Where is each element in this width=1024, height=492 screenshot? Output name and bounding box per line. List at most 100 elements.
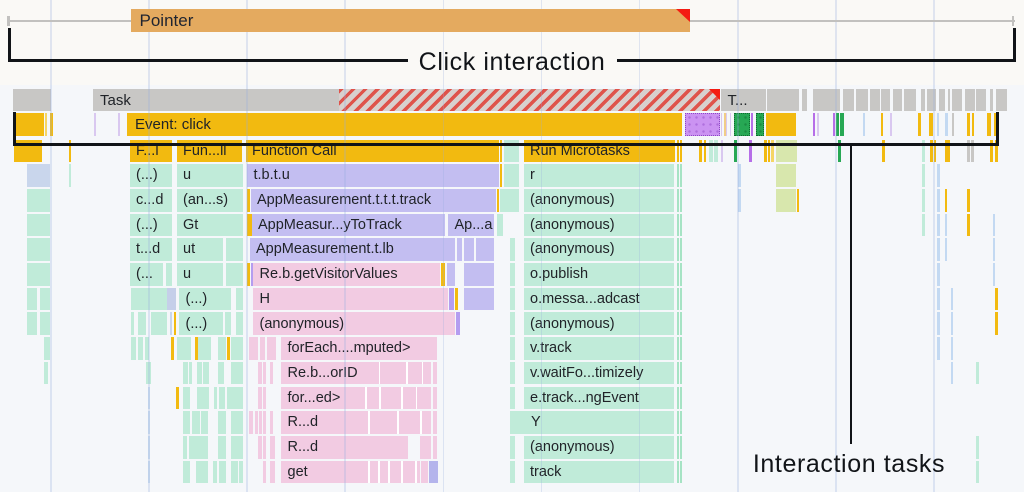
flame-bar[interactable] <box>937 337 940 360</box>
flame-bar[interactable] <box>976 435 979 459</box>
flame-bar[interactable] <box>189 361 192 385</box>
flame-bar[interactable] <box>130 337 136 360</box>
flame-bar[interactable] <box>227 337 230 360</box>
task-long-task-candystripe[interactable] <box>338 88 720 111</box>
flame-bar[interactable] <box>176 386 179 410</box>
flame-bar[interactable] <box>378 460 380 484</box>
flame-bar-v-track[interactable]: v.track <box>523 337 674 360</box>
flame-bar[interactable] <box>433 386 437 410</box>
flame-bar[interactable] <box>27 213 50 237</box>
flame-bar[interactable] <box>44 337 50 360</box>
event-fragment[interactable] <box>816 113 819 136</box>
flame-bar[interactable] <box>415 460 417 484</box>
flame-bar[interactable] <box>194 337 198 360</box>
flame-bar[interactable] <box>992 213 995 237</box>
flame-bar--[interactable]: (... <box>129 263 163 286</box>
flame-bar[interactable] <box>183 386 190 410</box>
flame-bar[interactable] <box>994 312 998 336</box>
flame-bar[interactable] <box>138 312 146 336</box>
flame-bar-t-b-t-u[interactable]: t.b.t.u <box>247 164 499 187</box>
flame-bar[interactable] <box>406 361 408 385</box>
flame-bar[interactable] <box>269 361 273 385</box>
flame-bar-r-d[interactable]: R...d <box>281 411 431 434</box>
event-fragment[interactable] <box>766 113 796 136</box>
flame-bar[interactable] <box>231 361 243 385</box>
flame-bar[interactable] <box>499 139 502 163</box>
event-fragment[interactable] <box>967 113 970 136</box>
flame-bar[interactable] <box>738 188 741 212</box>
flame-bar[interactable] <box>270 411 273 434</box>
flame-bar-r-d[interactable]: R...d <box>281 435 408 459</box>
flame-bar[interactable] <box>976 460 979 484</box>
flame-bar[interactable] <box>269 460 275 484</box>
event-fragment[interactable] <box>50 113 53 136</box>
flame-bar[interactable] <box>213 386 217 410</box>
flame-bar[interactable] <box>379 386 381 410</box>
flame-bar[interactable] <box>937 188 940 212</box>
flame-bar[interactable] <box>679 238 682 261</box>
flame-bar[interactable] <box>219 386 225 410</box>
flame-bar[interactable] <box>249 411 253 434</box>
flame-bar[interactable] <box>131 287 167 311</box>
flame-bar[interactable] <box>679 435 682 459</box>
flame-bar-gt[interactable]: Gt <box>176 213 243 237</box>
flame-bar[interactable] <box>397 411 399 434</box>
event-fragment[interactable] <box>928 113 933 136</box>
flame-bar[interactable] <box>720 139 723 163</box>
flame-bar-get[interactable]: get <box>281 460 420 484</box>
flame-bar[interactable] <box>771 139 774 163</box>
flame-bar[interactable] <box>27 312 37 336</box>
flame-bar[interactable] <box>368 411 370 434</box>
flame-bar[interactable] <box>44 361 48 385</box>
flame-bar[interactable] <box>258 435 262 459</box>
flame-bar[interactable] <box>213 460 217 484</box>
flame-bar[interactable] <box>966 213 970 237</box>
event-fragment[interactable] <box>836 113 839 136</box>
task-fragment[interactable] <box>767 88 799 111</box>
flame-bar-appmeasurement-t-lb[interactable]: AppMeasurement.t.lb <box>249 238 455 261</box>
flame-bar[interactable] <box>922 164 925 187</box>
pointer-interaction-bar[interactable]: Pointer <box>130 9 690 32</box>
flame-bar[interactable] <box>166 263 172 286</box>
flame-bar[interactable] <box>147 460 150 484</box>
flame-bar--[interactable]: (...) <box>129 213 172 237</box>
flame-bar[interactable] <box>201 411 208 434</box>
flame-bar[interactable] <box>937 164 940 187</box>
flame-bar[interactable] <box>27 188 50 212</box>
flame-bar[interactable] <box>218 411 226 434</box>
flame-bar-re-b-orid[interactable]: Re.b...orID <box>281 361 431 385</box>
flame-bar[interactable] <box>510 386 515 410</box>
flame-bar[interactable] <box>433 411 437 434</box>
event-fragment[interactable] <box>721 113 723 136</box>
flame-bar[interactable] <box>776 188 796 212</box>
flame-bar[interactable] <box>255 411 258 434</box>
flame-bar[interactable] <box>676 238 679 261</box>
flame-bar[interactable] <box>937 287 940 311</box>
flame-bar[interactable] <box>699 139 702 163</box>
event-fragment[interactable] <box>918 113 921 136</box>
flame-bar[interactable] <box>247 188 250 212</box>
flame-bar[interactable] <box>218 337 226 360</box>
flame-bar[interactable] <box>510 238 515 261</box>
event-fragment[interactable] <box>972 113 974 136</box>
event-fragment[interactable] <box>15 113 44 136</box>
task-fragment[interactable] <box>976 88 987 111</box>
flame-bar[interactable] <box>679 164 682 187</box>
flame-bar[interactable] <box>676 164 679 187</box>
flame-bar[interactable] <box>365 386 367 410</box>
flame-bar[interactable] <box>267 337 276 360</box>
flame-bar[interactable] <box>226 238 243 261</box>
flame-bar-o-publish[interactable]: o.publish <box>523 263 674 286</box>
flame-bar[interactable] <box>933 139 936 163</box>
flame-bar-ut[interactable]: ut <box>176 238 223 261</box>
event-fragment[interactable] <box>889 113 892 136</box>
flame-bar[interactable] <box>258 386 262 410</box>
event-click-bar[interactable]: Event: click <box>127 113 683 136</box>
event-fragment[interactable] <box>44 113 47 136</box>
flame-bar-u[interactable]: u <box>176 164 243 187</box>
flame-bar[interactable] <box>247 213 252 237</box>
flame-bar-foreach-mputed-[interactable]: forEach....mputed> <box>281 337 437 360</box>
flame-bar[interactable] <box>446 263 455 286</box>
flame-bar[interactable] <box>679 460 682 484</box>
flame-bar-re-b-getvisitorvalues[interactable]: Re.b.getVisitorValues <box>253 263 440 286</box>
